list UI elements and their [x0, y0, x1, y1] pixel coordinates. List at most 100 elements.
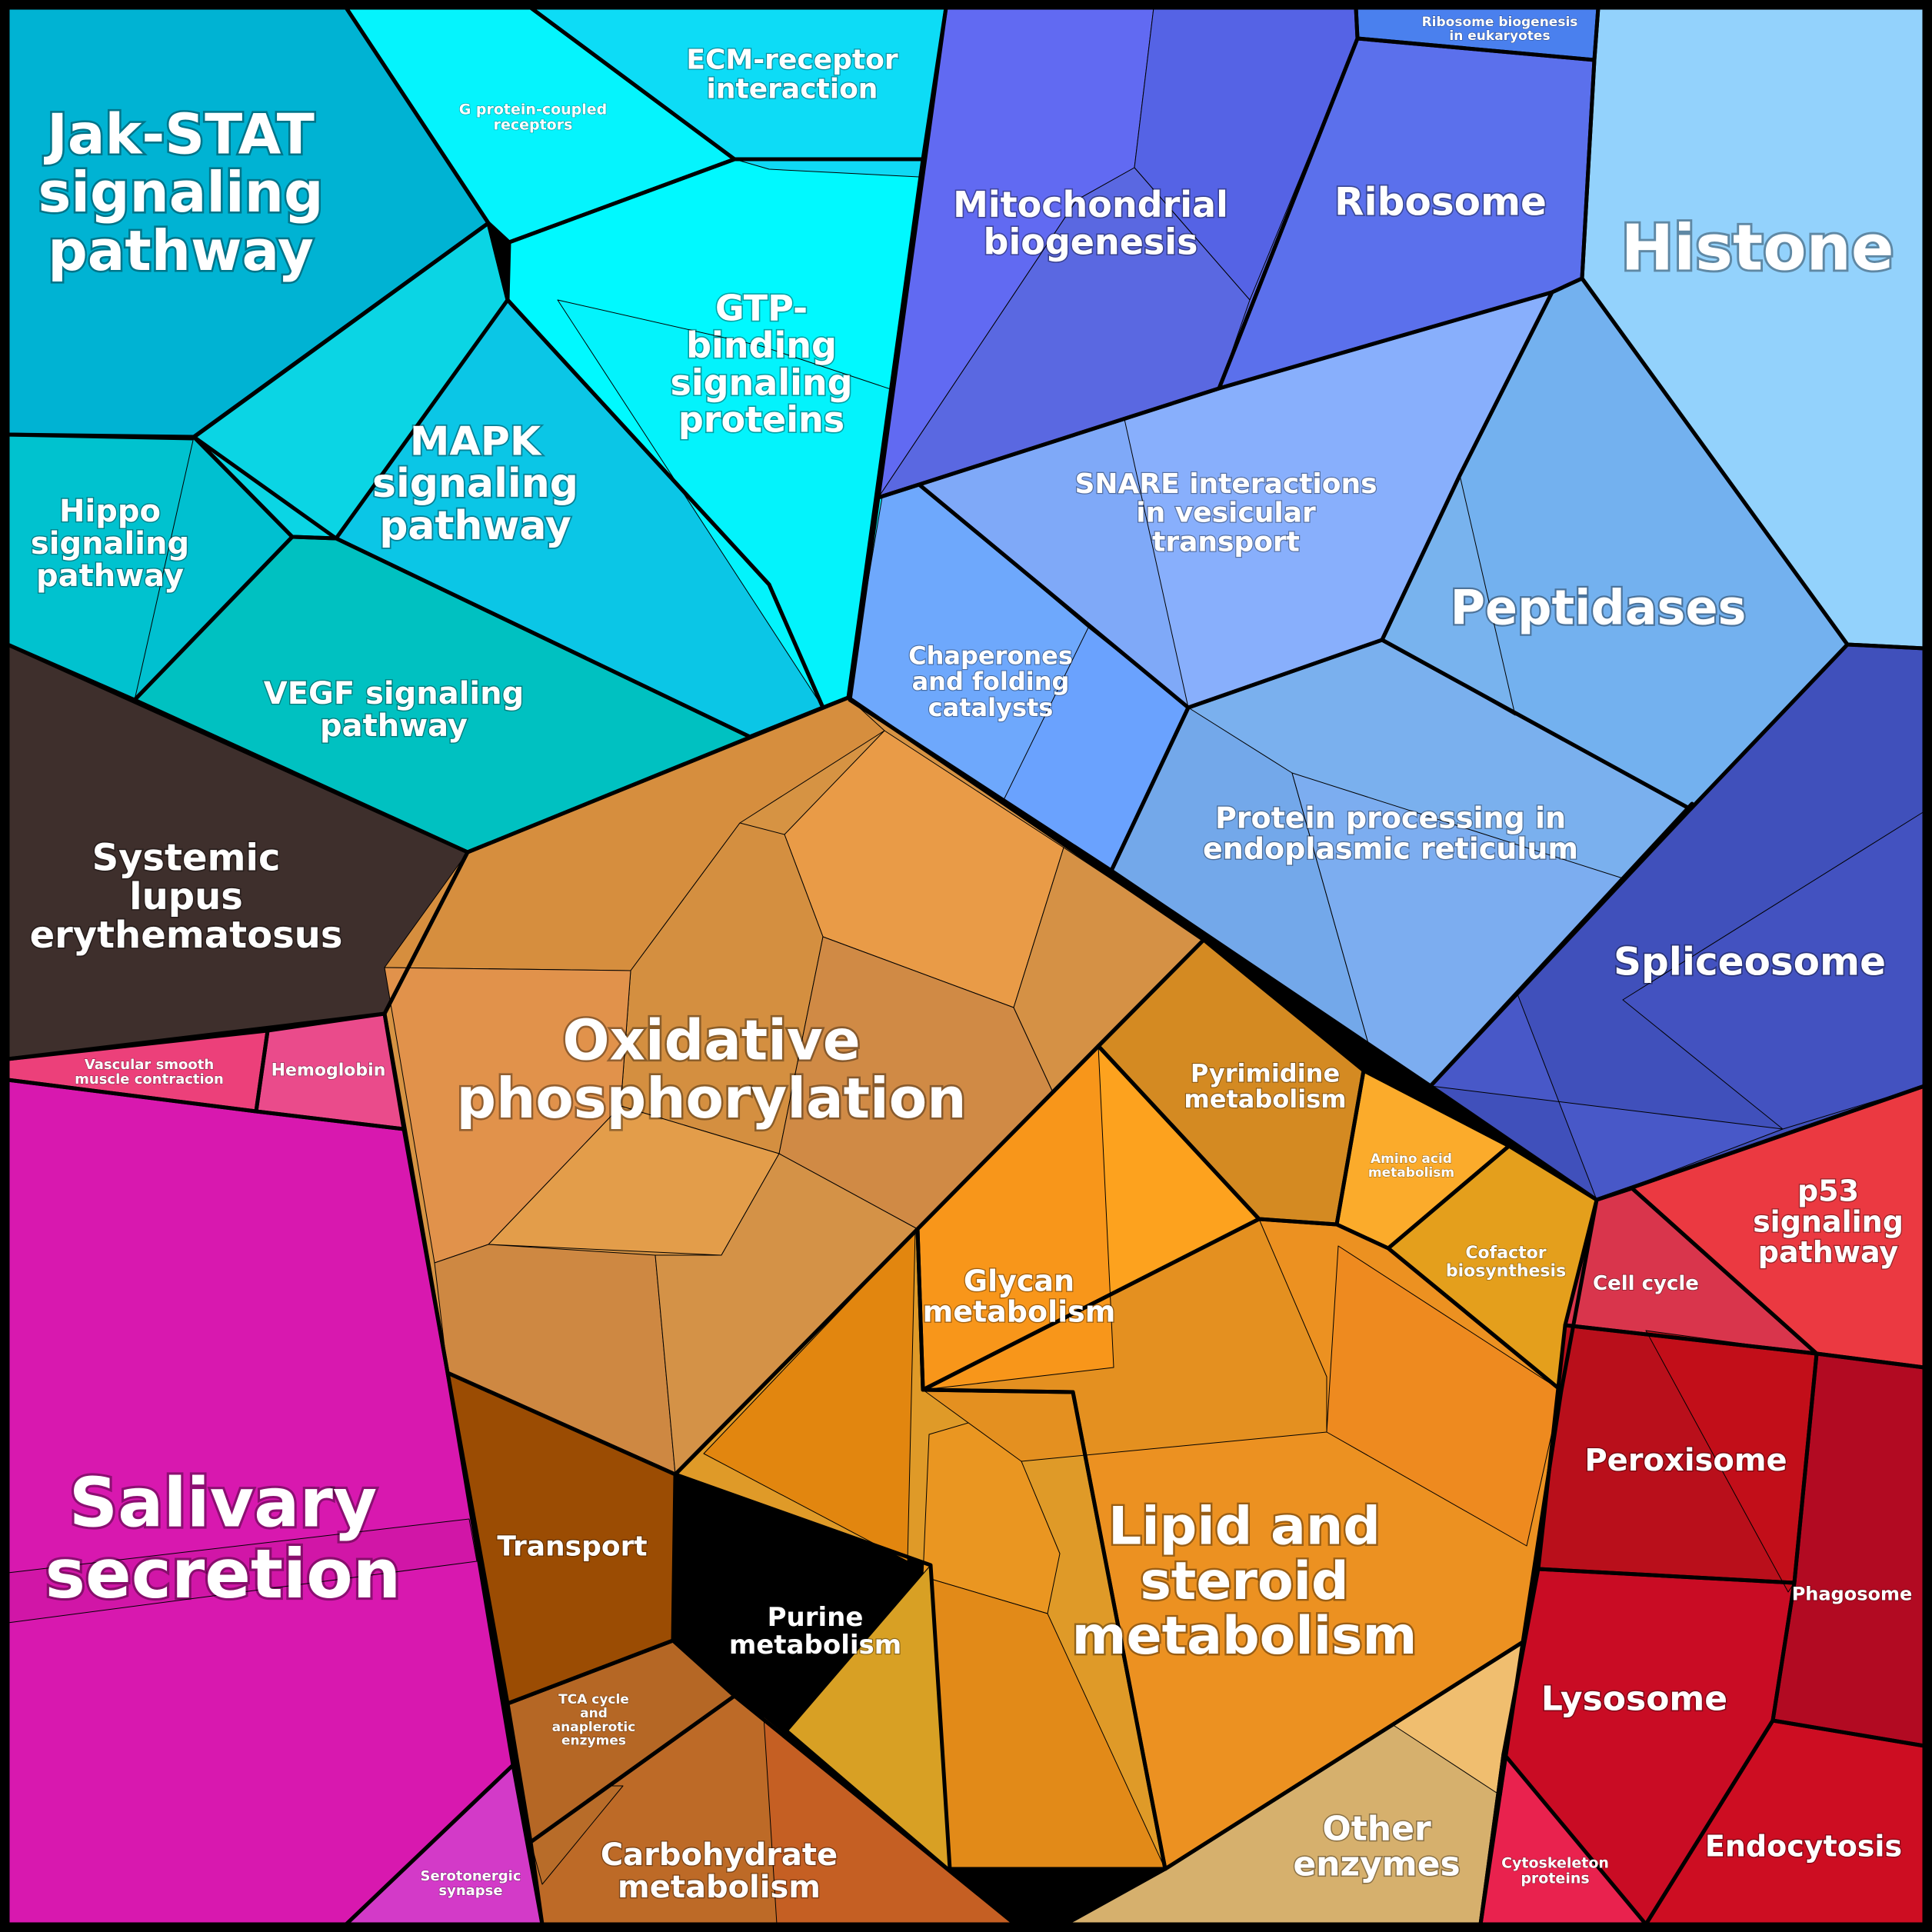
label-line: pathway: [48, 218, 314, 283]
label-line: Phagosome: [1792, 1583, 1913, 1604]
label-spliceosome: Spliceosome: [1614, 940, 1886, 984]
label-line: Transport: [497, 1531, 647, 1563]
label-line: Endocytosis: [1705, 1829, 1902, 1863]
label-cofactor: Cofactor biosynthesis: [1446, 1244, 1566, 1281]
label-line: Peptidases: [1451, 580, 1747, 636]
label-tca: TCA cycle and anaplerotic enzymes: [552, 1692, 636, 1749]
label-line: receptors: [494, 117, 573, 134]
label-line: metabolism: [923, 1294, 1116, 1328]
label-peptidases: Peptidases: [1451, 580, 1747, 636]
label-line: Lysosome: [1541, 1679, 1727, 1718]
label-line: signaling: [670, 361, 852, 403]
label-ribosome: Ribosome: [1334, 180, 1547, 225]
label-line: enzymes: [1293, 1845, 1460, 1884]
label-line: Serotonergic: [420, 1868, 521, 1884]
label-glycan: Glycan metabolism: [923, 1264, 1116, 1328]
label-line: Systemic: [92, 836, 281, 879]
label-amino-acid: Amino acid metabolism: [1368, 1151, 1454, 1181]
label-line: p53: [1797, 1174, 1859, 1208]
label-line: signaling: [1753, 1204, 1904, 1238]
label-jak-stat: Jak-STAT signaling pathway: [38, 102, 323, 283]
label-line: G protein-coupled: [459, 102, 608, 118]
label-line: anaplerotic: [552, 1720, 636, 1735]
label-line: transport: [1152, 526, 1300, 558]
label-chaperones: Chaperones and folding catalysts: [908, 641, 1073, 722]
label-line: Chaperones: [908, 641, 1073, 671]
label-vascular: Vascular smooth muscle contraction: [75, 1057, 224, 1088]
label-line: metabolism: [618, 1870, 821, 1905]
label-line: signaling: [38, 160, 323, 225]
label-line: SNARE interactions: [1074, 468, 1377, 500]
label-vegf: VEGF signaling pathway: [264, 676, 525, 744]
label-line: muscle contraction: [75, 1071, 224, 1088]
label-line: Jak-STAT: [43, 102, 315, 167]
label-line: Spliceosome: [1614, 940, 1886, 984]
label-line: Glycan: [964, 1264, 1074, 1297]
label-line: lupus: [129, 875, 243, 918]
label-line: Amino acid: [1371, 1151, 1452, 1167]
label-line: Hippo: [59, 494, 161, 529]
label-mito: Mitochondrial biogenesis: [953, 184, 1228, 262]
label-ecm-receptor: ECM-receptor interaction: [686, 45, 898, 105]
label-line: pathway: [320, 708, 468, 744]
label-line: signaling: [372, 461, 578, 507]
label-line: metabolism: [1184, 1084, 1346, 1114]
label-line: metabolism: [1368, 1165, 1454, 1181]
label-line: in vesicular: [1136, 498, 1316, 529]
label-line: pathway: [379, 503, 571, 549]
label-line: catalysts: [928, 693, 1054, 722]
label-line: Mitochondrial: [953, 184, 1228, 225]
label-line: VEGF signaling: [264, 676, 525, 711]
label-line: phosphorylation: [457, 1066, 967, 1131]
label-salivary: Salivary secretion: [45, 1464, 401, 1614]
label-line: metabolism: [1072, 1606, 1417, 1667]
label-line: MAPK: [410, 419, 542, 465]
subcell-lip-2: [1326, 1245, 1562, 1547]
label-line: Oxidative: [562, 1008, 860, 1072]
label-line: pathway: [1758, 1235, 1899, 1269]
label-line: Lipid and: [1108, 1496, 1381, 1557]
label-line: proteins: [678, 399, 844, 441]
label-line: TCA cycle: [558, 1692, 629, 1707]
label-line: ECM-receptor: [686, 45, 898, 76]
label-line: Pyrimidine: [1191, 1058, 1340, 1088]
label-oxphos: Oxidative phosphorylation: [457, 1008, 967, 1131]
label-lysosome: Lysosome: [1541, 1679, 1727, 1718]
label-line: enzymes: [561, 1734, 626, 1749]
label-line: and: [580, 1706, 608, 1721]
label-line: proteins: [1521, 1870, 1589, 1887]
subcell-lip-4: [922, 1218, 1327, 1462]
label-snare: SNARE interactions in vesicular transport: [1074, 468, 1377, 558]
label-line: Peroxisome: [1584, 1443, 1787, 1478]
label-protein-er: Protein processing in endoplasmic reticul…: [1203, 801, 1578, 865]
label-cell-cycle: Cell cycle: [1593, 1272, 1699, 1295]
label-cytoskeleton: Cytoskeleton proteins: [1501, 1855, 1609, 1887]
subcell-ox-5: [384, 967, 631, 1264]
label-mapk: MAPK signaling pathway: [372, 419, 578, 549]
cell-outline-purine: [673, 1227, 1168, 1871]
label-line: Vascular smooth: [85, 1057, 214, 1073]
label-line: steroid: [1140, 1551, 1348, 1612]
label-line: GTP-: [715, 288, 808, 329]
label-line: Cofactor: [1465, 1244, 1546, 1263]
label-line: interaction: [707, 74, 878, 105]
cell-outline-protein-er: [1109, 638, 1694, 1088]
label-endocytosis: Endocytosis: [1705, 1829, 1902, 1863]
label-ribo-euk: Ribosome biogenesis in eukaryotes: [1422, 15, 1578, 44]
label-lupus: Systemic lupus erythematosus: [30, 836, 343, 957]
label-serotonergic: Serotonergic synapse: [420, 1868, 521, 1899]
label-g-protein: G protein-coupled receptors: [459, 102, 608, 134]
label-gtp-binding: GTP-binding signaling proteins: [670, 288, 852, 441]
label-pyrimidine: Pyrimidine metabolism: [1184, 1058, 1346, 1114]
label-line: Hemoglobin: [271, 1061, 386, 1081]
label-line: Salivary: [69, 1464, 378, 1543]
label-line: Protein processing in: [1215, 801, 1566, 834]
label-hippo: Hippo signaling pathway: [31, 494, 189, 594]
label-line: Cytoskeleton: [1501, 1855, 1609, 1872]
label-line: Histone: [1621, 212, 1894, 285]
label-line: synapse: [438, 1883, 502, 1899]
label-line: and folding: [912, 667, 1070, 696]
